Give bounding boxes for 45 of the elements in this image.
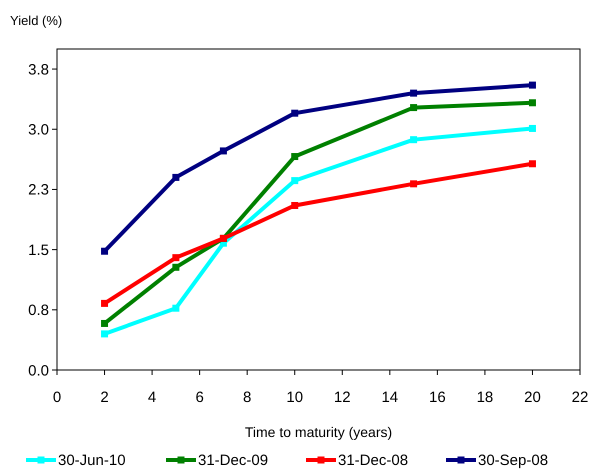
point [410, 104, 418, 112]
y-tick-label: 1.5 [28, 242, 49, 259]
point [528, 124, 536, 132]
y-tick-label: 2.3 [28, 182, 49, 199]
point [172, 174, 180, 181]
point [101, 330, 108, 338]
point [291, 110, 298, 117]
x-tick-label: 12 [334, 389, 351, 406]
x-tick-label: 22 [572, 389, 588, 406]
x-tick-label: 14 [381, 389, 398, 406]
legend-label: 31-Dec-08 [338, 452, 408, 469]
y-tick-label: 0.8 [28, 302, 49, 320]
y-tick-label: 3.8 [28, 61, 49, 78]
point [291, 153, 298, 160]
x-tick-label: 16 [429, 389, 446, 406]
point [291, 202, 298, 209]
point [528, 99, 536, 106]
point [220, 147, 227, 154]
point [410, 180, 418, 188]
point [101, 320, 108, 327]
point [291, 177, 298, 184]
x-tick-label: 4 [148, 389, 156, 406]
point [528, 82, 536, 89]
point [172, 254, 180, 262]
legend-label: 30-Jun-10 [58, 452, 126, 469]
legend-label: 31-Dec-09 [198, 452, 268, 469]
y-tick-label: 0.0 [28, 362, 49, 380]
point [410, 90, 418, 97]
point [528, 160, 536, 168]
x-tick-label: 20 [524, 389, 541, 406]
x-tick-label: 8 [243, 389, 252, 406]
x-tick-label: 18 [476, 389, 494, 406]
y-axis-title: Yield (%) [10, 13, 62, 28]
point [101, 300, 108, 307]
legend-label: 30-Sep-08 [478, 452, 548, 469]
x-tick-label: 0 [52, 389, 62, 406]
x-tick-label: 10 [286, 389, 304, 406]
x-axis-title: Time to maturity (years) [244, 424, 392, 440]
point [172, 304, 180, 312]
point [410, 136, 418, 144]
point [101, 248, 108, 255]
x-tick-label: 2 [100, 389, 109, 406]
y-tick-label: 3.0 [28, 122, 49, 138]
x-tick-label: 6 [195, 389, 204, 406]
point [172, 264, 180, 271]
